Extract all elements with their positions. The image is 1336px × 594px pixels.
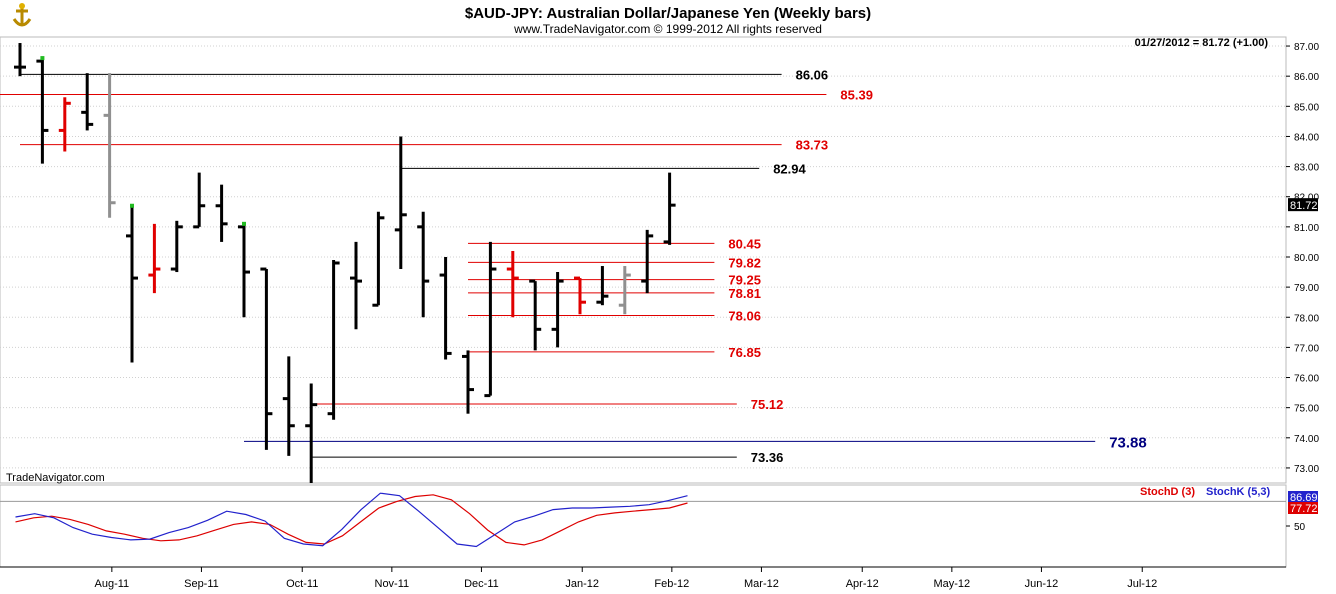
last-price-tag: 81.72 [1288, 198, 1318, 212]
signal-mark [130, 203, 134, 208]
ohlc-bar [596, 266, 609, 306]
level-label: 86.06 [796, 67, 829, 82]
stoch-k-tag: 86.69 [1288, 491, 1318, 504]
price-tick-label: 74.00 [1294, 434, 1319, 445]
price-panel [0, 36, 1287, 484]
watermark: TradeNavigator.com [6, 472, 105, 484]
stoch-d-tag: 77.72 [1288, 502, 1318, 515]
logo [12, 3, 32, 27]
ohlc-bar [215, 184, 228, 242]
x-tick-label: Dec-11 [464, 578, 499, 590]
level-label: 83.73 [796, 138, 829, 153]
ohlc-bar [551, 272, 564, 348]
price-tick-label: 85.00 [1294, 102, 1319, 113]
stoch-k-last: 86.69 [1290, 492, 1318, 504]
x-tick-label: Sep-11 [184, 578, 219, 590]
ohlc-bar [618, 266, 631, 315]
ohlc-bar [238, 223, 250, 318]
ohlc-bar [372, 211, 385, 307]
stoch-d-legend: StochD (3) [1140, 486, 1195, 498]
level-label: 79.25 [728, 273, 761, 288]
price-tick-label: 75.00 [1294, 404, 1319, 415]
level-lines: 86.06 85.39 83.73 82.94 80.45 79.82 79.2578.81… [0, 67, 1147, 465]
ohlc-bar [170, 220, 183, 273]
x-tick-label: Oct-11 [286, 578, 318, 590]
level-label: 78.81 [728, 286, 761, 301]
last-price-label: 81.72 [1290, 200, 1318, 212]
ohlc-bar [484, 241, 497, 398]
price-tick-label: 77.00 [1294, 343, 1319, 354]
ohlc-bar [126, 205, 138, 363]
level-label: 85.39 [840, 88, 873, 103]
ohlc-bar [260, 267, 273, 450]
ohlc-bar [529, 279, 542, 351]
ohlc-bar [327, 260, 340, 420]
price-axis: 73.00 74.00 75.00 76.00 77.00 78.00 79.00 80.00… [1286, 42, 1319, 475]
price-grid [0, 45, 1286, 469]
level-label: 73.88 [1109, 434, 1147, 451]
price-tick-label: 78.00 [1294, 313, 1319, 324]
x-tick-label: Mar-12 [744, 578, 779, 590]
x-tick-label: Jun-12 [1025, 578, 1059, 590]
chart-title: $AUD-JPY: Australian Dollar/Japanese Yen… [465, 5, 871, 22]
price-tick-label: 81.00 [1294, 223, 1319, 234]
stoch-d-last: 77.72 [1290, 503, 1318, 515]
x-axis-band [0, 567, 1286, 594]
price-tick-label: 84.00 [1294, 132, 1319, 143]
ohlc-bar [574, 276, 586, 315]
ohlc-bars [14, 43, 676, 483]
copyright: www.TradeNavigator.com © 1999-2012 All r… [513, 22, 822, 36]
level-label: 75.12 [751, 397, 784, 412]
x-tick-label: Feb-12 [654, 578, 689, 590]
ohlc-bar [193, 172, 206, 229]
level-label: 76.85 [728, 345, 761, 360]
ohlc-bar [103, 73, 116, 218]
ohlc-bar [14, 43, 26, 77]
ohlc-bar [462, 350, 474, 414]
price-tick-label: 76.00 [1294, 374, 1319, 385]
stoch-axis: 50 [1286, 522, 1306, 533]
x-axis: Aug-11 Sep-11 Oct-11 Nov-11 Dec-11 Jan-12 Feb-… [0, 566, 1286, 590]
price-tick-label: 79.00 [1294, 283, 1319, 294]
x-tick-label: Aug-11 [95, 578, 130, 590]
ohlc-bar [506, 250, 519, 318]
x-tick-label: May-12 [933, 578, 970, 590]
level-label: 82.94 [773, 161, 806, 176]
level-label: 73.36 [751, 450, 784, 465]
price-tick-label: 83.00 [1294, 163, 1319, 174]
stoch-tick-label: 50 [1294, 522, 1306, 533]
x-tick-label: Nov-11 [375, 578, 410, 590]
ohlc-bar [394, 136, 407, 270]
price-tick-label: 87.00 [1294, 42, 1319, 53]
ohlc-bar [148, 223, 161, 294]
stoch-lines [15, 492, 688, 548]
ohlc-bar [36, 58, 49, 164]
x-tick-label: Apr-12 [846, 578, 879, 590]
ohlc-bar [282, 356, 295, 456]
x-tick-label: Jan-12 [565, 578, 599, 590]
signal-mark [40, 56, 45, 61]
stoch-d-line [15, 494, 688, 546]
ohlc-bar [305, 383, 318, 483]
x-tick-label: Jul-12 [1127, 578, 1157, 590]
level-label: 79.82 [728, 255, 761, 270]
stoch-k-legend: StochK (5,3) [1206, 486, 1271, 498]
ohlc-bar [439, 256, 452, 360]
anchor-logo-icon [12, 3, 32, 27]
ohlc-bar [81, 73, 94, 131]
signal-mark [242, 221, 246, 226]
ohlc-bar [417, 211, 430, 318]
price-tick-label: 73.00 [1294, 464, 1319, 475]
last-quote: 01/27/2012 = 81.72 (+1.00) [1135, 37, 1269, 49]
ohlc-bar [58, 97, 71, 152]
ohlc-bar [641, 229, 654, 294]
level-label: 78.06 [728, 308, 761, 323]
price-tick-label: 86.00 [1294, 72, 1319, 83]
ohlc-bar [663, 172, 676, 245]
price-tick-label: 80.00 [1294, 253, 1319, 264]
ohlc-bar [350, 241, 362, 330]
stoch-k-line [15, 492, 688, 548]
level-label: 80.45 [728, 236, 761, 251]
